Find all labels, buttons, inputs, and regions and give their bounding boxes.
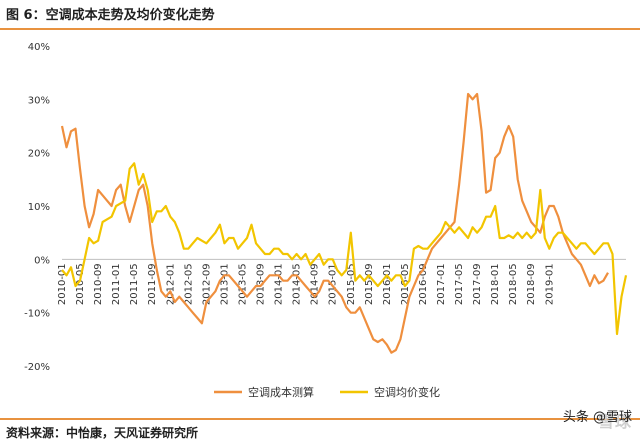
x-tick-label: 2010-05 bbox=[75, 263, 86, 305]
x-tick-label: 2018-01 bbox=[490, 263, 501, 305]
x-tick-label: 2011-09 bbox=[147, 263, 158, 305]
x-tick-label: 2018-09 bbox=[526, 263, 537, 305]
y-tick-label: 10% bbox=[28, 202, 50, 213]
line-chart: 40%30%20%10%0%-10%-20% 2010-01 2010-05 201… bbox=[24, 42, 628, 399]
series-lines bbox=[60, 92, 628, 354]
x-tick-label: 2015-01 bbox=[328, 263, 339, 305]
figure-title: 图 6：空调成本走势及均价变化走势 bbox=[6, 8, 215, 23]
x-tick-label: 2018-05 bbox=[508, 263, 519, 305]
x-tick-label: 2014-01 bbox=[274, 263, 285, 305]
x-tick-label: 2015-09 bbox=[364, 263, 375, 305]
x-tick-label: 2017-09 bbox=[472, 263, 483, 305]
x-tick-label: 2011-01 bbox=[111, 263, 122, 305]
legend-label: 空调均价变化 bbox=[374, 385, 440, 399]
source-note: 资料来源：中怡康，天风证券研究所 bbox=[6, 426, 199, 440]
x-tick-label: 2017-05 bbox=[454, 263, 465, 305]
header-rule bbox=[0, 28, 640, 30]
x-tick-label: 2017-01 bbox=[436, 263, 447, 305]
series-line-price bbox=[61, 162, 628, 336]
watermark-credit: 头条 @雪球 bbox=[562, 410, 632, 425]
y-tick-label: 40% bbox=[28, 42, 50, 53]
x-tick-label: 2012-01 bbox=[165, 263, 176, 305]
x-tick-label: 2016-01 bbox=[382, 263, 393, 305]
x-axis-ticks: 2010-01 2010-05 2010-09 2011-01 2011-05 2011-… bbox=[57, 263, 555, 305]
x-tick-label: 2013-01 bbox=[219, 263, 230, 305]
chart-legend: 空调成本测算 空调均价变化 bbox=[214, 385, 440, 399]
legend-label: 空调成本测算 bbox=[248, 385, 314, 399]
x-tick-label: 2012-05 bbox=[183, 263, 194, 305]
x-tick-label: 2015-05 bbox=[346, 263, 357, 305]
x-tick-label: 2011-05 bbox=[129, 263, 140, 305]
figure-header: 图 6：空调成本走势及均价变化走势 bbox=[0, 0, 640, 26]
x-tick-label: 2019-01 bbox=[544, 263, 555, 305]
y-tick-label: -20% bbox=[24, 362, 50, 373]
x-tick-label: 2013-05 bbox=[237, 263, 248, 305]
x-tick-label: 2010-01 bbox=[57, 263, 68, 305]
watermark: 雪球 bbox=[597, 412, 632, 431]
y-axis-ticks: 40% 30% 20% 10% 0% -10% -20% bbox=[24, 42, 50, 373]
y-tick-label: 0% bbox=[34, 255, 50, 266]
x-tick-label: 2016-09 bbox=[418, 263, 429, 305]
series-line-cost bbox=[60, 92, 609, 354]
y-tick-label: 20% bbox=[28, 149, 50, 160]
footer-rule bbox=[0, 418, 640, 420]
x-tick-label: 2014-05 bbox=[292, 263, 303, 305]
y-tick-label: -10% bbox=[24, 309, 50, 320]
y-tick-label: 30% bbox=[28, 95, 50, 106]
x-tick-label: 2012-09 bbox=[201, 263, 212, 305]
x-tick-label: 2014-09 bbox=[310, 263, 321, 305]
x-tick-label: 2010-09 bbox=[93, 263, 104, 305]
